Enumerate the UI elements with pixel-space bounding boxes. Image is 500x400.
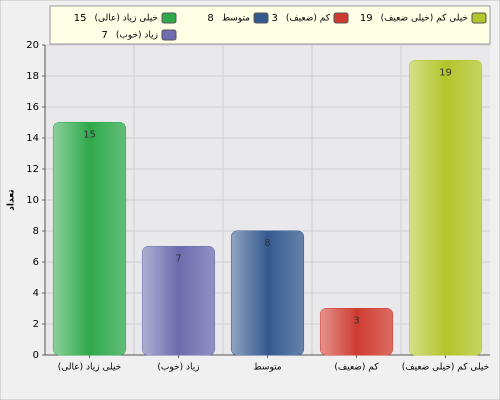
legend-label: متوسط [222, 14, 250, 24]
y-tick-label: 4 [33, 288, 39, 299]
legend-label: خیلی زیاد (عالی) [95, 14, 158, 24]
y-tick-label: 0 [33, 350, 39, 361]
legend-swatch [471, 12, 487, 24]
bar-shine [53, 122, 126, 355]
data-label: 8 [264, 238, 270, 249]
y-tick-label: 8 [33, 226, 39, 237]
y-tick-label: 10 [26, 195, 39, 206]
legend-value: 19 [360, 13, 373, 24]
legend-value: 15 [74, 13, 87, 24]
x-tick-label: خیلی کم (خیلی ضعیف) [402, 363, 489, 373]
x-tick-label: متوسط [253, 363, 281, 373]
legend-label: کم (ضعیف) [286, 14, 331, 24]
y-tick-label: 14 [26, 133, 39, 144]
data-label: 7 [175, 254, 181, 265]
y-tick-label: 18 [26, 71, 39, 82]
legend [49, 5, 491, 45]
bar-shine [231, 231, 304, 355]
bar-shine [142, 246, 215, 355]
data-label: 15 [83, 130, 96, 141]
y-tick-label: 2 [33, 319, 39, 330]
x-tick-label: کم (ضعیف) [334, 363, 379, 373]
data-label: 3 [353, 316, 359, 327]
legend-value: 8 [207, 13, 213, 24]
x-tick-label: زیاد (خوب) [157, 363, 199, 373]
legend-label: زیاد (خوب) [116, 31, 158, 41]
y-tick-label: 16 [26, 102, 39, 113]
y-tick-label: 6 [33, 257, 39, 268]
legend-value: 3 [271, 13, 277, 24]
bar-shine [320, 308, 393, 355]
data-label: 19 [439, 68, 452, 79]
y-axis-label: تعداد [7, 189, 17, 210]
legend-swatch [161, 29, 177, 41]
legend-swatch [253, 12, 269, 24]
legend-value: 7 [101, 30, 107, 41]
y-tick-label: 20 [26, 40, 39, 51]
legend-label: خیلی کم (خیلی ضعیف) [381, 14, 468, 24]
legend-swatch [333, 12, 349, 24]
x-tick-label: خیلی زیاد (عالی) [58, 363, 121, 373]
bar-shine [409, 60, 482, 355]
legend-swatch [161, 12, 177, 24]
y-tick-label: 12 [26, 164, 39, 175]
